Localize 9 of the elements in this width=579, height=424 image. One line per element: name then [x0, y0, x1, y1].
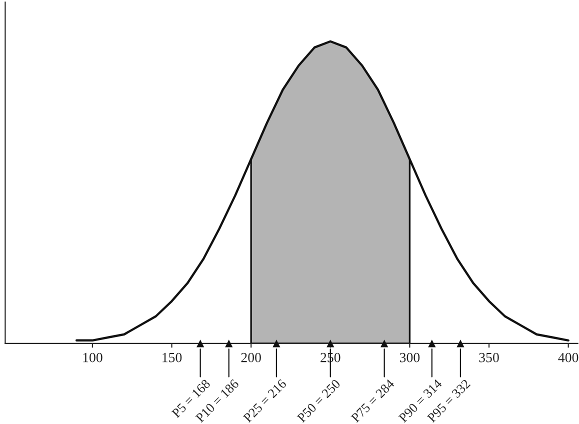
x-tick-label: 350: [479, 352, 499, 362]
annotation: P25 = 216: [242, 378, 287, 423]
annotation: P50 = 250: [296, 378, 341, 423]
x-tick-label: 200: [241, 352, 261, 362]
x-tick-label: 100: [83, 352, 102, 362]
x-tick-label: 300: [400, 352, 420, 362]
x-tick-label: 400: [558, 352, 578, 362]
x-tick-label: 150: [162, 352, 182, 362]
annotation: P75 = 284: [350, 378, 395, 423]
